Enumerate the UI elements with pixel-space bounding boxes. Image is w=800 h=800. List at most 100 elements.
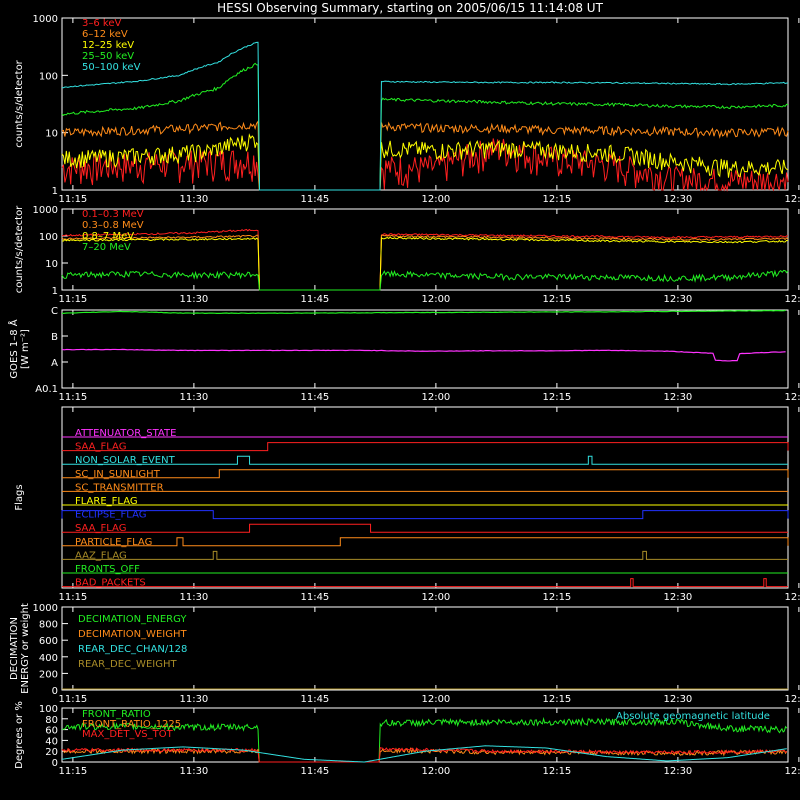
- x-tick-label: 12:00: [421, 194, 450, 205]
- series-line: [61, 234, 789, 291]
- legend-entry: 0.1–0.3 MeV: [82, 209, 144, 220]
- annotation-label: Absolute geomagnetic latitude: [616, 711, 770, 722]
- flag-trace: [62, 469, 789, 479]
- y-tick-label: 100: [39, 704, 58, 715]
- x-tick-label: 11:30: [179, 392, 208, 403]
- panel-frame: [61, 606, 789, 691]
- plot-area: 11:1511:3011:4512:0012:1512:3012:4511010…: [7, 14, 800, 777]
- ratio-panel: 11:15 11:30 11:45 12:00 12:15 12:30 12:45 02040…: [14, 701, 800, 777]
- x-tick-label: 11:15: [58, 194, 87, 205]
- x-tick-label: 12:45: [784, 194, 800, 205]
- x-tick-label: 12:30: [663, 694, 692, 705]
- legend-entry: DECIMATION_ENERGY: [78, 614, 187, 625]
- x-tick-label: 12:30: [663, 392, 692, 403]
- chart-title: HESSI Observing Summary, starting on 200…: [217, 1, 603, 15]
- panel-frame: [61, 17, 789, 191]
- panel-frame: [61, 208, 789, 291]
- legend-entry: 3–6 keV: [82, 18, 121, 29]
- lowE-panel: 11:15 11:30 11:45 12:00 12:15 12:30 12:45 1 10 10…: [14, 14, 800, 205]
- legend-entry: 12–25 keV: [82, 40, 134, 51]
- flag-trace: [62, 442, 789, 452]
- y-tick-label: A0.1: [35, 384, 58, 395]
- y-tick-label: 10: [45, 259, 58, 270]
- x-tick-label: 11:45: [300, 592, 329, 603]
- x-tick-label: 12:45: [784, 294, 800, 305]
- x-tick-label: 12:30: [663, 194, 692, 205]
- y-tick-label: 80: [45, 715, 58, 726]
- flag-label: SC_TRANSMITTER: [75, 482, 164, 493]
- y-tick-label: 1: [52, 186, 58, 197]
- y-axis-label: Degrees or %: [14, 701, 25, 769]
- y-tick-label: 400: [39, 653, 58, 664]
- y-tick-label: B: [51, 332, 58, 343]
- legend-entry: FRONT_RATIO_1225: [82, 719, 181, 730]
- flag-label: AAZ_FLAG: [75, 550, 127, 561]
- flag-label: SAA_FLAG: [75, 523, 126, 534]
- legend-entry: 50–100 keV: [82, 62, 141, 73]
- legend-entry: 7–20 MeV: [82, 242, 131, 253]
- y-tick-label: 1: [52, 286, 58, 297]
- goes-panel: 11:15 11:30 11:45 12:00 12:15 12:30 12:45 A0.1 A…: [7, 306, 800, 403]
- series-line: [61, 62, 789, 191]
- y-tick-label: 1000: [33, 14, 58, 25]
- x-tick-label: 11:30: [179, 694, 208, 705]
- x-tick-label: 12:15: [542, 194, 571, 205]
- x-tick-label: 11:30: [179, 294, 208, 305]
- flag-trace: [61, 510, 789, 520]
- flag-trace: [62, 455, 788, 465]
- y-tick-label: 100: [39, 232, 58, 243]
- y-tick-label: 60: [45, 726, 58, 737]
- y-tick-label: 800: [39, 620, 58, 631]
- x-tick-label: 11:15: [58, 592, 87, 603]
- x-tick-label: 12:00: [421, 766, 450, 777]
- y-axis-label: ENERGY or weight: [20, 603, 31, 694]
- x-tick-label: 12:15: [542, 766, 571, 777]
- x-tick-label: 11:15: [58, 392, 87, 403]
- x-tick-label: 12:15: [542, 694, 571, 705]
- flag-label: SC_IN_SUNLIGHT: [75, 469, 161, 480]
- flag-label: BAD_PACKETS: [75, 578, 146, 589]
- x-tick-label: 12:15: [542, 294, 571, 305]
- x-tick-label: 11:15: [58, 766, 87, 777]
- x-tick-label: 12:00: [421, 592, 450, 603]
- legend-entry: FRONT_RATIO: [82, 709, 151, 720]
- flag-trace: [62, 523, 788, 533]
- legend-entry: 25–50 keV: [82, 51, 134, 62]
- ratio-series-line: [61, 716, 788, 763]
- flag-label: FRONTS_OFF: [75, 564, 140, 575]
- x-tick-label: 11:45: [300, 694, 329, 705]
- x-tick-label: 12:30: [663, 592, 692, 603]
- panel-frame: [61, 707, 789, 763]
- legend-entry: 6–12 keV: [82, 29, 128, 40]
- legend-entry: MAX_DET_VS_TOT: [82, 729, 174, 740]
- y-axis-label: DECIMATION: [9, 617, 20, 680]
- highE-panel: 11:15 11:30 11:45 12:00 12:15 12:30 12:45 1 10 10…: [14, 205, 800, 305]
- ratio-series-line: [61, 745, 787, 763]
- panel-frame: [61, 406, 789, 589]
- x-tick-label: 11:30: [179, 766, 208, 777]
- series-line: [61, 119, 789, 191]
- series-line: [61, 228, 789, 291]
- x-tick-label: 12:45: [784, 694, 800, 705]
- x-tick-label: 11:45: [300, 194, 329, 205]
- x-tick-label: 12:00: [421, 294, 450, 305]
- x-tick-label: 12:45: [784, 766, 800, 777]
- x-tick-label: 12:15: [542, 392, 571, 403]
- y-tick-label: 100: [39, 71, 58, 82]
- y-tick-label: 10: [45, 129, 58, 140]
- flag-label: SAA_FLAG: [75, 442, 126, 453]
- y-axis-label: counts/s/detector: [14, 59, 25, 147]
- series-line: [61, 41, 789, 191]
- y-tick-label: 1000: [33, 205, 58, 216]
- flag-label: NON_SOLAR_EVENT: [75, 455, 176, 466]
- y-axis-label: counts/s/detector: [14, 205, 25, 293]
- goes-series-line: [61, 309, 786, 315]
- x-tick-label: 11:45: [300, 294, 329, 305]
- x-tick-label: 11:15: [58, 694, 87, 705]
- x-tick-label: 11:30: [179, 592, 208, 603]
- flag-label: ATTENUATOR_STATE: [75, 428, 176, 439]
- flag-label: PARTICLE_FLAG: [75, 537, 152, 548]
- ratio-series-line: [61, 747, 788, 763]
- x-tick-label: 11:45: [300, 766, 329, 777]
- x-tick-label: 12:45: [784, 392, 800, 403]
